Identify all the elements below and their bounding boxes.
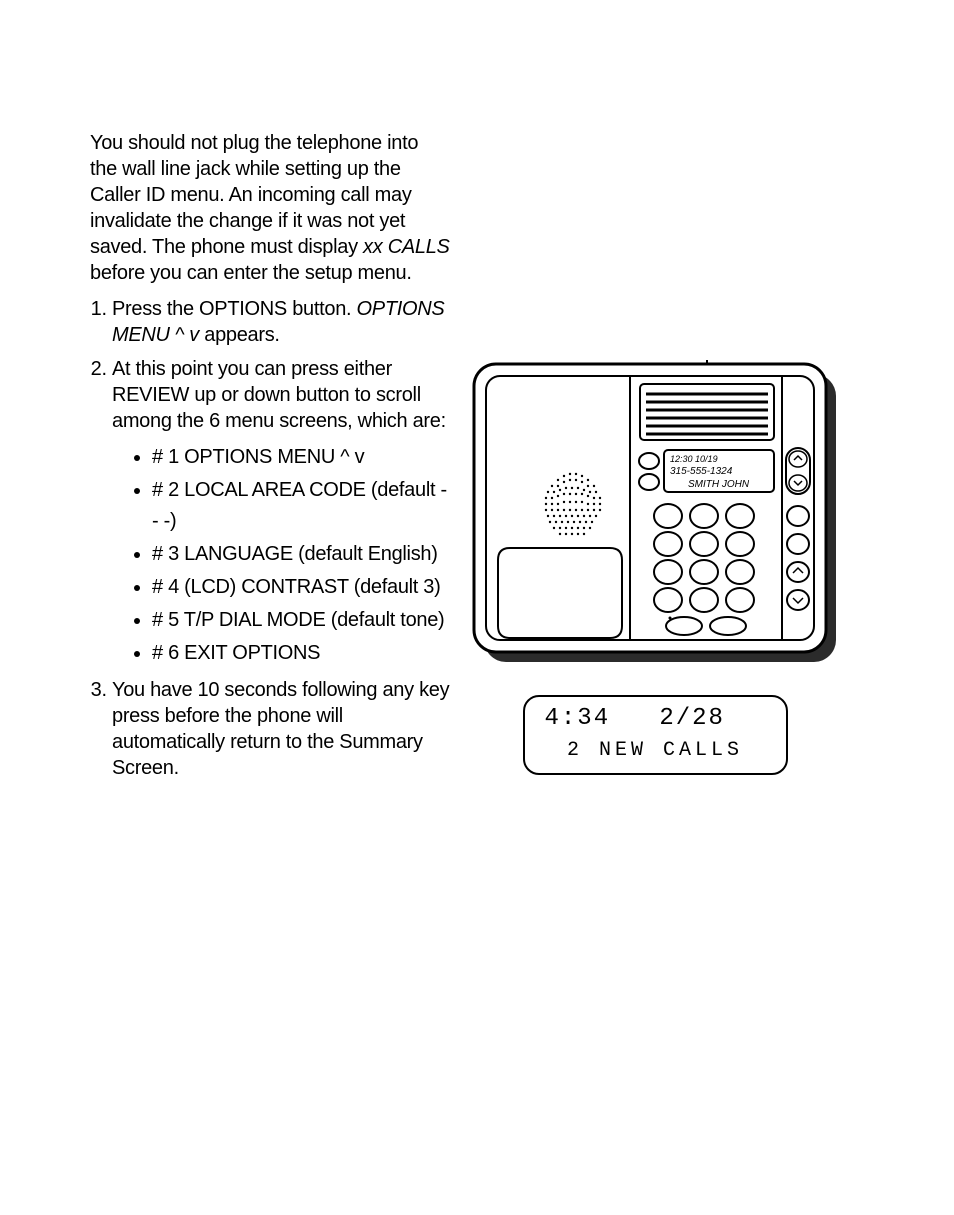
bullet-6: # 6 EXIT OPTIONS	[152, 638, 450, 669]
bullet-1: # 1 OPTIONS MENU ^ v	[152, 442, 450, 473]
step-1-before: Press the OPTIONS button.	[112, 298, 357, 320]
bullet-2: # 2 LOCAL AREA CODE (default - - -)	[152, 475, 450, 537]
bullet-4: # 4 (LCD) CONTRAST (default 3)	[152, 572, 450, 603]
lcd-name: SMITH JOHN	[688, 479, 750, 490]
intro-paragraph: You should not plug the telephone into t…	[90, 130, 450, 286]
menu-bullets: # 1 OPTIONS MENU ^ v # 2 LOCAL AREA CODE…	[112, 442, 450, 669]
intro-text-after: before you can enter the setup menu.	[90, 262, 412, 284]
step-2: At this point you can press either REVIE…	[112, 356, 450, 669]
summary-date: 2/28	[659, 705, 725, 732]
phone-illustration: 12:30 10/19 315-555-1324 SMITH JOHN	[470, 360, 840, 665]
summary-lcd-line1: 4:34 2/28	[545, 707, 766, 731]
phone-svg: 12:30 10/19 315-555-1324 SMITH JOHN	[470, 360, 840, 665]
lcd-time-date: 12:30 10/19	[670, 454, 718, 464]
step-3: You have 10 seconds following any key pr…	[112, 677, 450, 781]
lcd-number: 315-555-1324	[670, 466, 733, 477]
step-1: Press the OPTIONS button. OPTIONS MENU ^…	[112, 296, 450, 348]
steps-list: Press the OPTIONS button. OPTIONS MENU ^…	[90, 296, 450, 781]
step-1-after: appears.	[199, 324, 280, 346]
intro-italic: xx CALLS	[363, 236, 450, 258]
summary-lcd: 4:34 2/28 2 NEW CALLS	[523, 695, 788, 775]
illustration-column: 12:30 10/19 315-555-1324 SMITH JOHN	[470, 130, 840, 789]
bullet-3: # 3 LANGUAGE (default English)	[152, 539, 450, 570]
summary-time: 4:34	[545, 705, 611, 732]
bullet-5: # 5 T/P DIAL MODE (default tone)	[152, 605, 450, 636]
text-column: You should not plug the telephone into t…	[90, 130, 450, 789]
summary-lcd-line2: 2 NEW CALLS	[545, 741, 766, 761]
step-2-text: At this point you can press either REVIE…	[112, 358, 446, 432]
